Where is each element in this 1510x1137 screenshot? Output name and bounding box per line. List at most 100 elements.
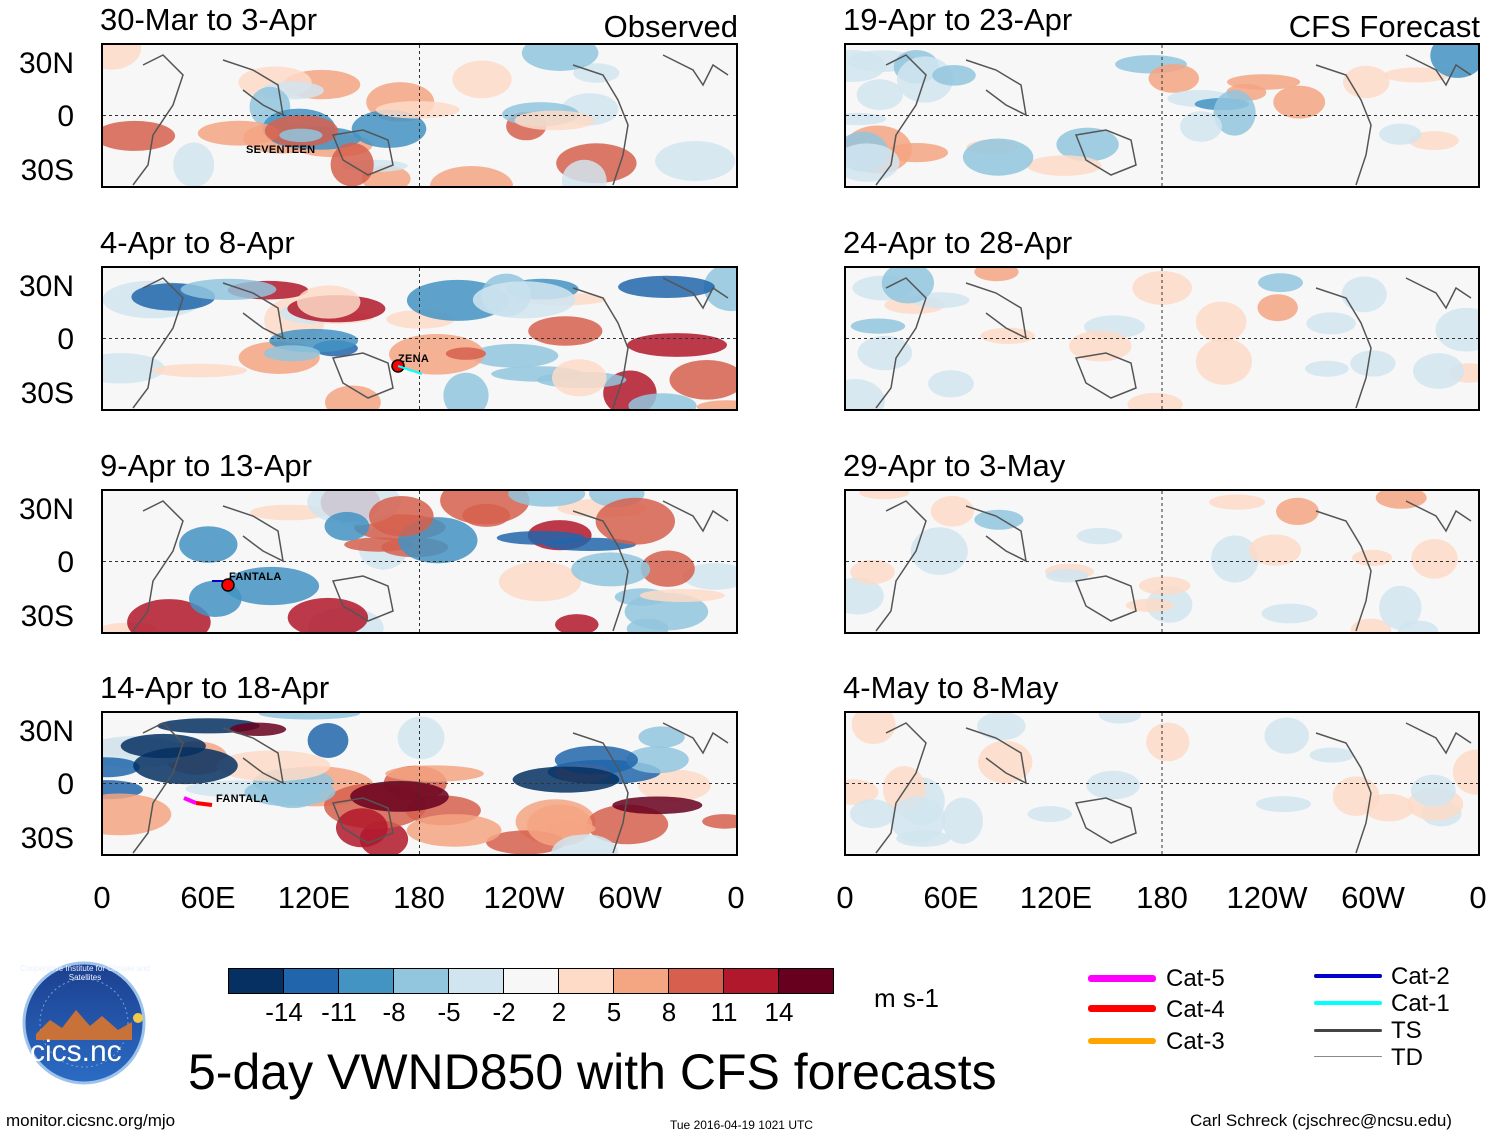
wind-anomaly-blob — [224, 566, 320, 606]
colorbar-box — [283, 968, 339, 994]
wind-anomaly-blob — [103, 757, 140, 778]
wind-anomaly-blob — [325, 385, 381, 409]
wind-anomaly-blob — [470, 343, 559, 368]
observed-tag: Observed — [603, 9, 738, 44]
coastline — [222, 727, 284, 785]
storm-label-fantala-1: FANTALA — [229, 571, 282, 583]
wind-anomaly-blob — [350, 781, 449, 812]
wind-anomaly-blob — [336, 808, 388, 848]
wind-anomaly-blob — [133, 747, 238, 785]
coastline — [1074, 797, 1137, 844]
wind-anomaly-blob — [1027, 806, 1072, 822]
wind-anomaly-blob — [1309, 747, 1354, 763]
lat-label-30n: 30N — [18, 270, 74, 303]
wind-anomaly-blob — [612, 796, 703, 815]
lon-label-right-60e: 60E — [923, 880, 979, 915]
colorbar-box — [778, 968, 834, 994]
wind-anomaly-blob — [1138, 576, 1191, 595]
coastline — [875, 500, 927, 632]
observed-map-3 — [101, 489, 738, 634]
wind-anomaly-blob — [974, 509, 1024, 530]
lat-label-eq: 0 — [57, 768, 74, 801]
coastline — [331, 575, 394, 622]
coastline — [132, 500, 184, 632]
wind-anomaly-blob — [472, 281, 576, 319]
wind-anomaly-blob — [586, 804, 669, 845]
coastline — [875, 277, 927, 409]
lon-label-left-60w: 60W — [598, 880, 662, 915]
coastline — [572, 287, 629, 409]
observed-map-2 — [101, 266, 738, 411]
wind-anomaly-blob — [595, 497, 675, 545]
wind-anomaly-blob — [1125, 598, 1174, 612]
forecast-map-2 — [844, 266, 1480, 411]
storm-track-fantala-2 — [183, 796, 213, 807]
footer-author: Carl Schreck (cjschrec@ncsu.edu) — [1190, 1111, 1452, 1130]
wind-anomaly-blob — [330, 142, 374, 186]
wind-anomaly-blob — [638, 769, 711, 802]
colorbar-box — [228, 968, 284, 994]
wind-anomaly-blob — [1257, 294, 1298, 322]
wind-anomaly-blob — [638, 726, 685, 748]
wind-anomaly-blob — [1305, 360, 1349, 377]
cb-tick-5: -2 — [492, 997, 516, 1027]
wind-anomaly-blob — [702, 814, 736, 829]
wind-anomaly-blob — [978, 740, 1033, 784]
lon-label-left-120e: 120E — [277, 880, 351, 915]
forecast-panel-1-title: 19-Apr to 23-Apr — [843, 2, 1073, 37]
cb-tick-7: 5 — [606, 997, 622, 1027]
wind-anomaly-blob — [1209, 494, 1266, 510]
wind-anomaly-blob — [628, 393, 697, 409]
legend-label-cat2: Cat-2 — [1391, 963, 1450, 990]
footer-timestamp: Tue 2016-04-19 1021 UTC — [670, 1118, 813, 1132]
lat-label-30n: 30N — [18, 493, 74, 526]
legend-line-cat1 — [1314, 1001, 1382, 1005]
wind-anomaly-blob — [851, 713, 896, 745]
legend-label-ts: TS — [1391, 1017, 1422, 1044]
colorbar — [228, 968, 834, 994]
wind-anomaly-blob — [850, 318, 906, 334]
observed-map-4 — [101, 711, 738, 856]
wind-anomaly-blob — [351, 109, 427, 148]
wind-anomaly-blob — [1256, 796, 1311, 813]
wind-anomaly-blob — [197, 120, 280, 146]
wind-anomaly-blob — [1086, 770, 1140, 800]
lat-label-30s: 30S — [20, 377, 74, 410]
observed-map-1 — [101, 43, 738, 188]
storm-label-seventeen: SEVENTEEN — [246, 144, 316, 156]
coastline — [1405, 500, 1472, 533]
wind-anomaly-blob — [279, 128, 323, 142]
wind-anomaly-blob — [627, 333, 727, 357]
wind-anomaly-blob — [1264, 717, 1309, 754]
coastline — [1315, 510, 1372, 632]
wind-anomaly-blob — [856, 79, 903, 111]
coastline — [132, 54, 184, 186]
wind-anomaly-blob — [974, 268, 1019, 282]
colorbar-box — [613, 968, 669, 994]
legend-line-cat3 — [1088, 1038, 1156, 1044]
wind-anomaly-blob — [512, 766, 620, 793]
wind-anomaly-blob — [389, 334, 485, 375]
wind-anomaly-blob — [639, 589, 725, 602]
coastline — [1315, 287, 1372, 409]
cb-tick-1: -14 — [265, 997, 303, 1027]
wind-anomaly-blob — [881, 268, 934, 304]
wind-anomaly-blob — [930, 495, 974, 527]
footer-url[interactable]: monitor.cicsnc.org/mjo — [6, 1111, 176, 1130]
main-title: 5-day VWND850 with CFS forecasts — [188, 1044, 997, 1100]
cb-tick-4: -5 — [437, 997, 461, 1027]
wind-anomaly-blob — [1056, 127, 1119, 162]
colorbar-box — [723, 968, 779, 994]
wind-anomaly-blob — [297, 285, 361, 319]
wind-anomaly-blob — [1452, 749, 1478, 795]
wind-anomaly-blob — [263, 345, 321, 362]
wind-anomaly-blob — [932, 65, 976, 86]
wind-anomaly-blob — [249, 504, 329, 521]
wind-anomaly-blob — [555, 614, 599, 632]
forecast-map-3 — [844, 489, 1480, 634]
legend-line-cat2 — [1314, 974, 1382, 978]
wind-anomaly-blob — [1410, 774, 1456, 807]
wind-anomaly-blob — [103, 353, 165, 384]
wind-anomaly-blob — [443, 372, 489, 409]
legend-label-td: TD — [1391, 1044, 1423, 1071]
